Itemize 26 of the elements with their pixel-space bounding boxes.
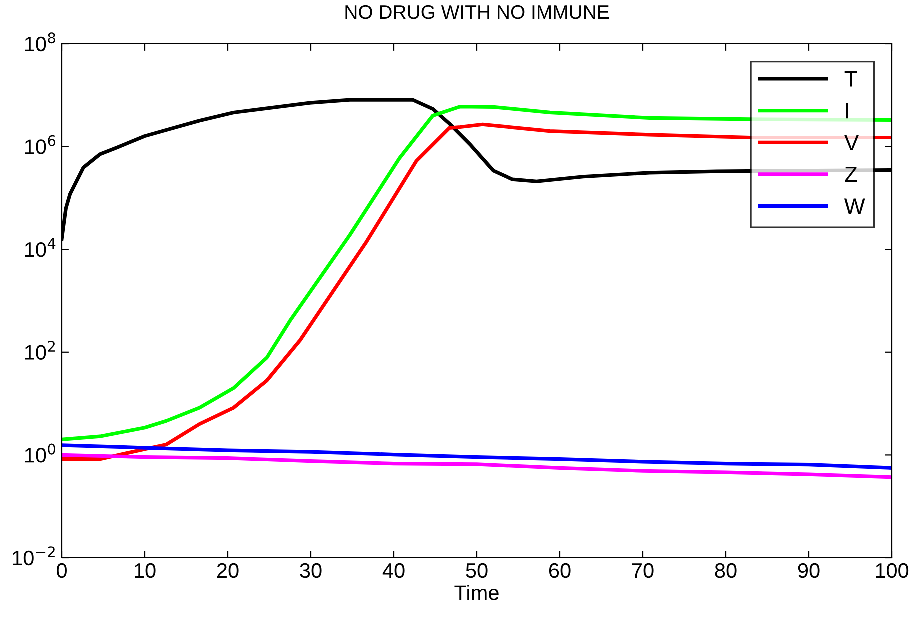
x-tick-label: 100 [876,563,909,578]
y-tick-label: 10$^{−2}$ [13,546,55,566]
y-tick-label: 10$^{6}$ [25,135,56,154]
x-tick-label: 40 [382,563,405,578]
x-tick-label: 0 [57,563,67,578]
y-tick-label: 10$^{8}$ [25,32,56,52]
x-tick-label: 80 [715,563,737,578]
x-axis-title: Time [454,585,499,600]
legend-label: W [844,198,866,214]
x-tick-label: 10 [135,563,156,578]
legend-label: Z [845,166,858,182]
legend-label: T [844,71,858,87]
x-tick-label: 70 [632,563,654,578]
x-tick-label: 60 [549,563,571,578]
x-tick-label: 50 [466,563,488,578]
line-series [62,444,892,470]
x-tick-label: 90 [798,563,820,578]
x-tick-label: 30 [300,563,322,578]
x-tick-label: 20 [217,563,239,578]
y-tick-label: 10$^{0}$ [25,444,56,463]
y-tick-label: 10$^{4}$ [25,238,56,258]
chart-title: NO DRUG WITH NO IMMUNE [346,5,610,20]
line-series [62,453,892,480]
y-tick-label: 10$^{2}$ [25,340,55,360]
legend-label: I [846,103,848,119]
legend-label: V [844,135,860,150]
